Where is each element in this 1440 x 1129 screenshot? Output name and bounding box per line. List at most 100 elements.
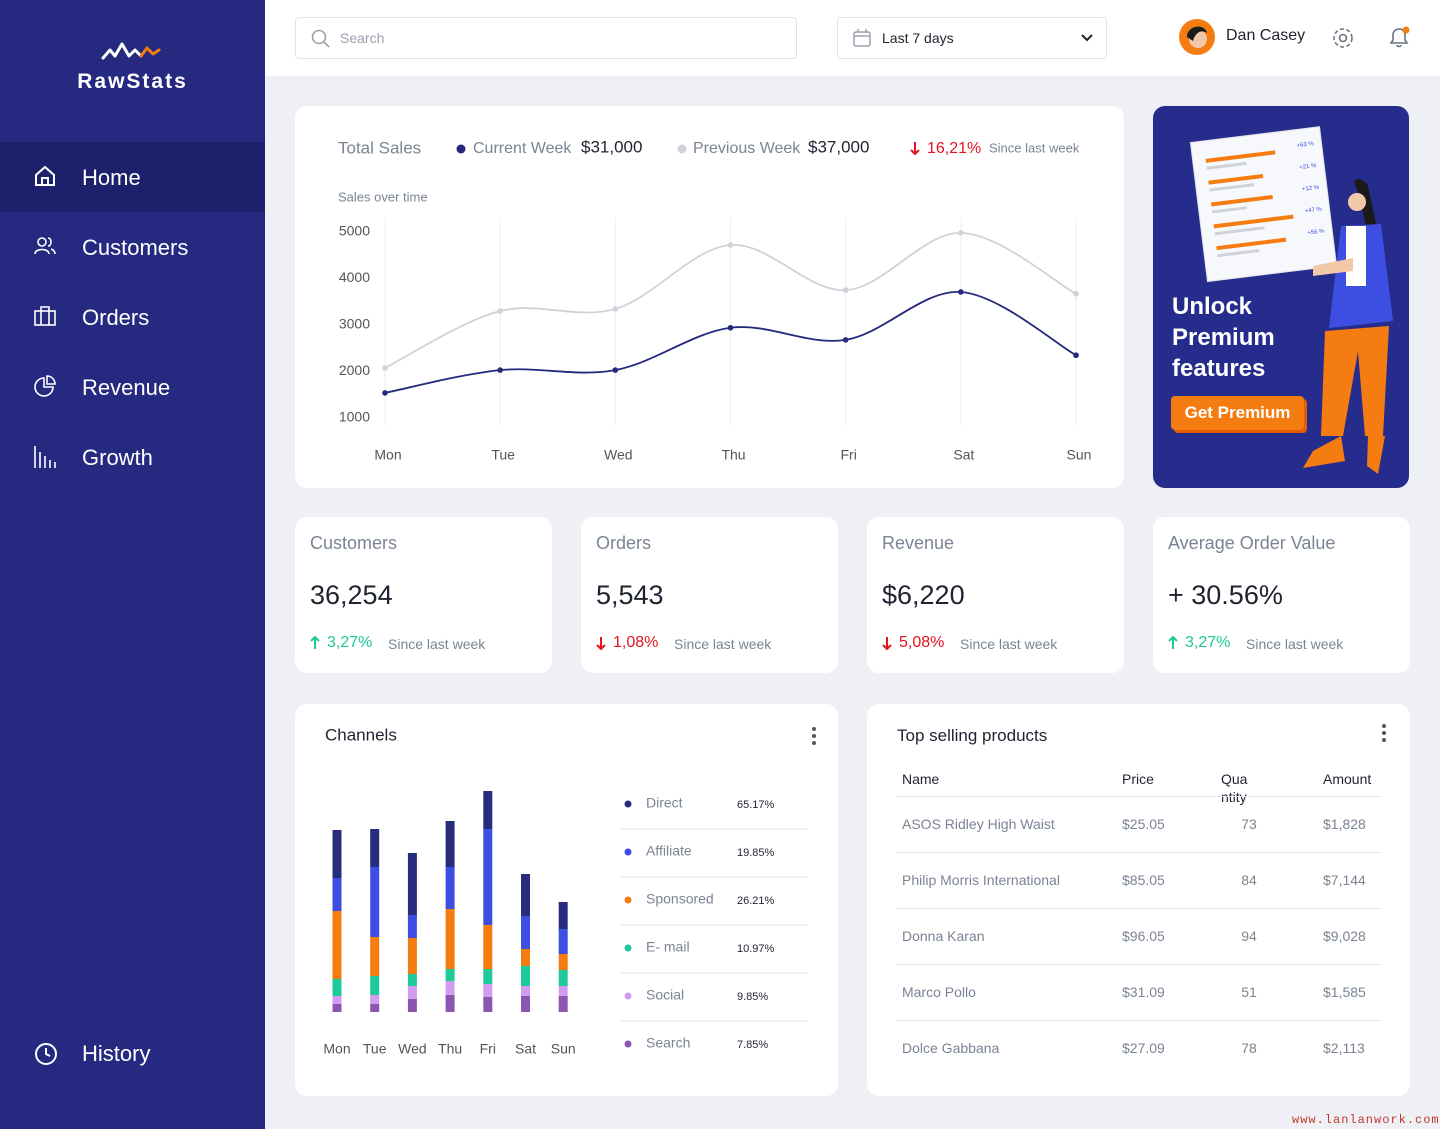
logo-mark xyxy=(101,42,161,60)
x-tick-label: Sat xyxy=(953,447,974,463)
products-title: Top selling products xyxy=(897,726,1048,745)
summary-total: $37,000 xyxy=(808,137,869,156)
nav-item[interactable]: Orders xyxy=(0,282,265,352)
bar-segment xyxy=(445,969,455,981)
bar-segment xyxy=(445,867,455,909)
bar-segment xyxy=(407,974,417,986)
kpi-title: Average Order Value xyxy=(1168,533,1336,553)
bar-segment xyxy=(521,986,530,996)
nav-item[interactable]: Customers xyxy=(0,212,265,282)
arrow-shape xyxy=(882,637,892,651)
x-tick-label: Tue xyxy=(491,447,515,463)
arrow-shape xyxy=(310,635,320,649)
y-tick-label: 1000 xyxy=(339,409,370,425)
bar-segment xyxy=(407,915,417,938)
bar-segment xyxy=(445,821,455,867)
nav-icon xyxy=(34,237,56,255)
bar-segment xyxy=(521,916,530,949)
legend-share: 26.21% xyxy=(737,895,775,907)
table-cell: $31.09 xyxy=(1122,984,1165,1000)
bar-segment xyxy=(558,996,568,1012)
row-rule xyxy=(897,908,1380,909)
line-point xyxy=(497,308,503,314)
bar-segment xyxy=(483,997,493,1012)
kpi-value: 36,254 xyxy=(310,580,393,610)
bar-segment xyxy=(483,829,493,925)
x-tick-label: Sun xyxy=(1067,447,1092,463)
table-cell: Dolce Gabbana xyxy=(902,1040,1000,1056)
nav-item[interactable]: Growth xyxy=(0,422,265,492)
kpi-title: Customers xyxy=(310,533,398,553)
bar-segment xyxy=(483,984,493,997)
history-icon xyxy=(35,1043,57,1065)
sales-card: Total Sales Current Week $31,000 Previous W… xyxy=(295,106,1124,488)
legend-label: Current Week xyxy=(473,140,572,157)
bar-segment xyxy=(370,976,380,995)
table-cell: 78 xyxy=(1241,1040,1257,1056)
premium-button[interactable]: Get Premium xyxy=(1171,396,1304,430)
sheet-label: +56 % xyxy=(1307,228,1325,236)
line-point xyxy=(612,367,619,373)
column-header: Price xyxy=(1122,771,1154,787)
bar-segment xyxy=(332,996,342,1004)
brand: RawStats xyxy=(77,70,188,93)
nav-item[interactable]: History xyxy=(0,1024,265,1084)
chart-title: Channels xyxy=(325,725,397,744)
line-point xyxy=(1073,352,1079,359)
bar-segment xyxy=(370,937,380,976)
sheet-label: +63 % xyxy=(1296,141,1314,149)
notifications-icon[interactable] xyxy=(1386,24,1412,50)
bar-segment xyxy=(558,970,568,986)
table-cell: Marco Pollo xyxy=(902,984,976,1000)
legend-share: 9.85% xyxy=(737,991,768,1003)
kpi-note: Since last week xyxy=(1246,636,1344,652)
kpi-card: Revenue $6,220 5,08% Since last week xyxy=(867,517,1124,673)
search-box[interactable]: Search xyxy=(295,17,797,59)
sheet-label: +21 % xyxy=(1299,163,1317,171)
bar-segment xyxy=(445,981,455,995)
date-select[interactable]: Last 7 days xyxy=(837,17,1107,59)
kpi-note: Since last week xyxy=(674,636,772,652)
column-header: Amount xyxy=(1323,771,1372,787)
table-cell: 73 xyxy=(1241,816,1257,832)
nav-label: Customers xyxy=(82,235,189,260)
kpi-title: Orders xyxy=(596,533,652,553)
bar-segment xyxy=(521,966,530,986)
legend-share: 7.85% xyxy=(737,1039,768,1051)
arrow-shape xyxy=(596,637,606,651)
kpi-value: 5,543 xyxy=(596,580,664,610)
x-tick-label: Fri xyxy=(480,1041,496,1057)
table-cell: $25.05 xyxy=(1122,816,1165,832)
x-tick-label: Wed xyxy=(398,1041,427,1057)
summary-note: Since last week xyxy=(989,140,1080,155)
bar-segment xyxy=(558,929,568,954)
change-arrow xyxy=(1168,635,1178,649)
menu-button[interactable] xyxy=(1377,722,1391,744)
line-point xyxy=(727,324,734,331)
bar-segment xyxy=(483,925,493,969)
kpi-change: 1,08% xyxy=(613,634,659,651)
line-chart: Total Sales Current Week $31,000 Previous W… xyxy=(338,137,1092,463)
menu-button[interactable] xyxy=(812,727,816,745)
line-point xyxy=(382,365,388,371)
bar-segment xyxy=(332,911,342,979)
avatar[interactable] xyxy=(1179,19,1215,55)
nav-item[interactable]: Revenue xyxy=(0,352,265,422)
legend-swatch xyxy=(624,1040,632,1048)
legend-label: Direct xyxy=(646,795,683,811)
top-bar: Search Last 7 days Dan Casey xyxy=(265,0,1440,76)
legend-label: Previous Week xyxy=(693,140,801,157)
x-tick-label: Mon xyxy=(374,447,401,463)
settings-icon[interactable] xyxy=(1331,26,1355,50)
bar-segment xyxy=(332,830,342,878)
table-cell: $1,585 xyxy=(1323,984,1366,1000)
y-axis-label: Sales over time xyxy=(338,189,428,204)
arrow-shape xyxy=(1168,635,1178,649)
table-cell: 84 xyxy=(1241,872,1257,888)
y-tick-label: 4000 xyxy=(339,269,370,285)
line-point xyxy=(842,287,849,293)
bar-segment xyxy=(558,954,568,970)
nav-item[interactable]: Home xyxy=(0,142,265,212)
nav-icon xyxy=(34,375,56,397)
